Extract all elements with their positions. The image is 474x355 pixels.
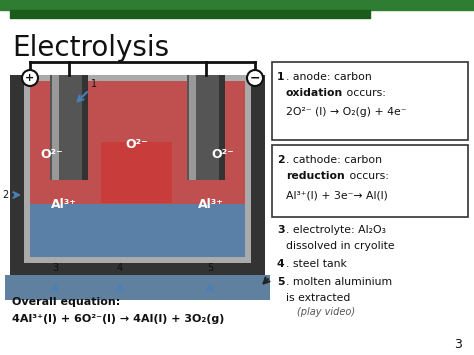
- Bar: [10, 263, 265, 275]
- Bar: [30, 204, 245, 257]
- Text: Overall equation:: Overall equation:: [12, 297, 120, 307]
- Circle shape: [22, 70, 38, 86]
- Bar: [272, 62, 468, 140]
- Bar: [0, 0, 474, 10]
- Text: Al³⁺: Al³⁺: [51, 198, 77, 212]
- Text: . anode: carbon: . anode: carbon: [286, 72, 372, 82]
- Text: 3: 3: [454, 338, 462, 351]
- Text: Al³⁺: Al³⁺: [198, 198, 224, 212]
- Bar: [10, 75, 24, 275]
- Bar: [272, 145, 468, 217]
- Text: . electrolyte: Al₂O₃: . electrolyte: Al₂O₃: [286, 225, 386, 235]
- Text: dissolved in cryolite: dissolved in cryolite: [286, 241, 395, 251]
- Text: 2: 2: [2, 190, 8, 200]
- Text: . molten aluminium: . molten aluminium: [286, 277, 392, 287]
- Text: 4Al³⁺(l) + 6O²⁻(l) → 4Al(l) + 3O₂(g): 4Al³⁺(l) + 6O²⁻(l) → 4Al(l) + 3O₂(g): [12, 314, 224, 324]
- Text: 1: 1: [91, 79, 97, 89]
- Bar: [52, 75, 59, 180]
- Text: Al³⁺(l) + 3e⁻→ Al(l): Al³⁺(l) + 3e⁻→ Al(l): [286, 190, 388, 200]
- Text: O²⁻: O²⁻: [41, 148, 64, 162]
- Bar: [189, 75, 196, 180]
- Text: 3: 3: [52, 263, 58, 273]
- Bar: [30, 81, 245, 204]
- Text: reduction: reduction: [286, 171, 345, 181]
- Text: 2O²⁻ (l) → O₂(g) + 4e⁻: 2O²⁻ (l) → O₂(g) + 4e⁻: [286, 107, 407, 117]
- Text: . cathode: carbon: . cathode: carbon: [286, 155, 382, 165]
- Circle shape: [247, 70, 263, 86]
- Text: O²⁻: O²⁻: [126, 138, 148, 152]
- Text: 1: 1: [277, 72, 284, 82]
- Text: O²⁻: O²⁻: [211, 148, 234, 162]
- Bar: [10, 10, 370, 18]
- Text: 2: 2: [277, 155, 284, 165]
- Bar: [101, 142, 172, 203]
- Bar: [50, 75, 88, 180]
- Bar: [219, 75, 225, 180]
- Bar: [251, 75, 265, 275]
- Text: 3: 3: [277, 225, 284, 235]
- Text: is extracted: is extracted: [286, 293, 350, 303]
- Text: occurs:: occurs:: [346, 171, 389, 181]
- Text: . steel tank: . steel tank: [286, 259, 347, 269]
- Text: (play video): (play video): [297, 307, 355, 317]
- Bar: [24, 75, 251, 263]
- Text: occurs:: occurs:: [343, 88, 386, 98]
- Text: oxidation: oxidation: [286, 88, 343, 98]
- Bar: [82, 75, 88, 180]
- Text: −: −: [250, 71, 260, 84]
- Text: 5: 5: [207, 263, 213, 273]
- Text: +: +: [26, 73, 35, 83]
- Text: Electrolysis: Electrolysis: [12, 34, 169, 62]
- Bar: [187, 75, 225, 180]
- Text: 4: 4: [117, 263, 123, 273]
- Bar: [5, 275, 270, 300]
- Text: 4: 4: [277, 259, 284, 269]
- Text: 5: 5: [277, 277, 284, 287]
